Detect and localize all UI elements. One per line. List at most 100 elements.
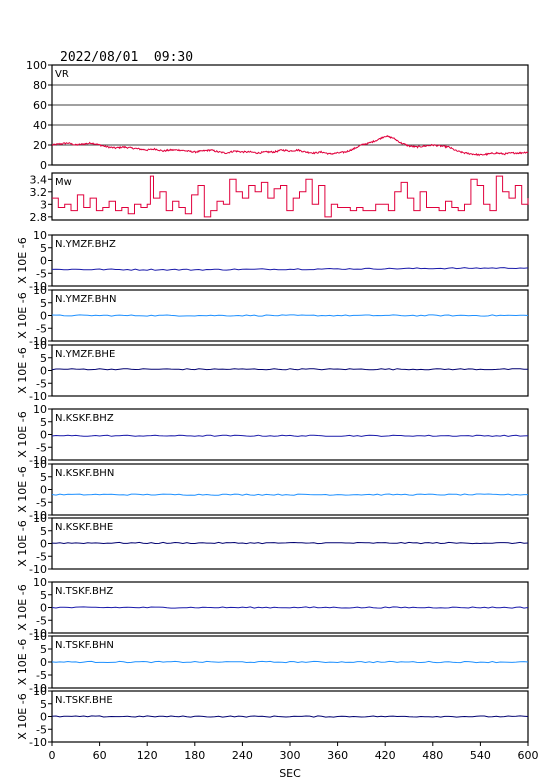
y-tick-label: 60 — [33, 99, 47, 112]
series-line — [51, 134, 529, 157]
y-tick-label: -5 — [36, 669, 47, 682]
chart-title: 2022/08/01 09:30 — [60, 50, 194, 65]
y-tick-label: -10 — [29, 509, 47, 522]
y-tick-label: -10 — [29, 563, 47, 576]
y-axis-label: X 10E -6 — [16, 411, 29, 457]
y-tick-label: 0 — [40, 538, 47, 551]
x-tick-label: 240 — [232, 749, 253, 762]
panel-label: N.TSKF.BHE — [55, 695, 113, 706]
y-tick-label: -5 — [36, 267, 47, 280]
y-tick-label: 0 — [40, 602, 47, 615]
x-tick-label: 600 — [518, 749, 539, 762]
y-tick-label: 5 — [40, 525, 47, 538]
series-line — [52, 175, 529, 218]
x-tick-label: 360 — [327, 749, 348, 762]
panel-frame — [51, 172, 529, 221]
panel-frame — [51, 344, 529, 397]
x-tick-label: 60 — [93, 749, 107, 762]
y-tick-label: 0 — [40, 429, 47, 442]
y-tick-label: 10 — [33, 576, 47, 589]
y-tick-label: 2.8 — [30, 211, 48, 224]
x-tick-label: 0 — [49, 749, 56, 762]
y-tick-label: -10 — [29, 454, 47, 467]
y-tick-label: 10 — [33, 458, 47, 471]
y-tick-label: 0 — [40, 310, 47, 323]
y-tick-label: 10 — [33, 512, 47, 525]
panel-label: VR — [55, 69, 69, 80]
series-line — [51, 314, 529, 317]
y-tick-label: 0 — [40, 484, 47, 497]
y-tick-label: 100 — [26, 59, 47, 72]
series-line — [51, 715, 529, 718]
y-tick-label: 10 — [33, 339, 47, 352]
series-line — [51, 541, 529, 545]
y-tick-label: 20 — [33, 139, 47, 152]
series-line — [51, 606, 529, 609]
y-tick-label: 10 — [33, 284, 47, 297]
y-axis-label: X 10E -6 — [16, 292, 29, 338]
y-tick-label: 3.4 — [30, 173, 48, 186]
panel-frame — [51, 408, 529, 461]
y-axis-label: X 10E -6 — [16, 347, 29, 393]
y-tick-label: -5 — [36, 377, 47, 390]
y-tick-label: 0 — [40, 656, 47, 669]
panel-label: N.KSKF.BHE — [55, 522, 113, 533]
y-tick-label: 10 — [33, 229, 47, 242]
y-axis-label: X 10E -6 — [16, 639, 29, 685]
panel-label: N.YMZF.BHN — [55, 294, 116, 305]
panel-label: N.YMZF.BHZ — [55, 239, 116, 250]
y-tick-label: 10 — [33, 630, 47, 643]
y-tick-label: 5 — [40, 471, 47, 484]
y-tick-label: -10 — [29, 627, 47, 640]
y-tick-label: -5 — [36, 614, 47, 627]
y-tick-label: 0 — [40, 159, 47, 172]
x-tick-label: 180 — [184, 749, 205, 762]
y-axis-label: X 10E -6 — [16, 520, 29, 566]
y-axis-label: X 10E -6 — [16, 693, 29, 739]
y-tick-label: 3 — [40, 198, 47, 211]
panel-frame — [51, 64, 529, 166]
y-tick-label: -10 — [29, 682, 47, 695]
y-tick-label: -10 — [29, 335, 47, 348]
panel-label: N.KSKF.BHN — [55, 468, 114, 479]
y-tick-label: 5 — [40, 242, 47, 255]
y-tick-label: 5 — [40, 698, 47, 711]
series-line — [51, 660, 529, 664]
series-line — [51, 434, 529, 437]
y-tick-label: -5 — [36, 723, 47, 736]
y-tick-label: -5 — [36, 496, 47, 509]
y-tick-label: 0 — [40, 255, 47, 268]
x-axis-label: SEC — [279, 767, 301, 780]
series-line — [51, 267, 529, 271]
series-line — [51, 368, 529, 371]
y-tick-label: -5 — [36, 441, 47, 454]
y-tick-label: -10 — [29, 390, 47, 403]
y-tick-label: 5 — [40, 416, 47, 429]
x-tick-label: 120 — [137, 749, 158, 762]
y-tick-label: -10 — [29, 736, 47, 749]
panel-label: N.TSKF.BHN — [55, 640, 114, 651]
y-tick-label: 10 — [33, 403, 47, 416]
x-tick-label: 540 — [470, 749, 491, 762]
y-tick-label: 5 — [40, 297, 47, 310]
x-tick-label: 480 — [422, 749, 443, 762]
y-tick-label: 5 — [40, 589, 47, 602]
panel-frame — [51, 234, 529, 287]
y-tick-label: -5 — [36, 322, 47, 335]
panel-label: N.YMZF.BHE — [55, 349, 115, 360]
x-tick-label: 300 — [280, 749, 301, 762]
y-tick-label: 0 — [40, 365, 47, 378]
y-axis-label: X 10E -6 — [16, 584, 29, 630]
y-tick-label: 5 — [40, 643, 47, 656]
y-tick-label: 80 — [33, 79, 47, 92]
series-line — [51, 493, 528, 496]
x-tick-label: 420 — [375, 749, 396, 762]
panel-label: N.TSKF.BHZ — [55, 586, 113, 597]
y-tick-label: -10 — [29, 280, 47, 293]
y-axis-label: X 10E -6 — [16, 237, 29, 283]
y-tick-label: 10 — [33, 685, 47, 698]
panel-frame — [51, 463, 529, 516]
y-axis-label: X 10E -6 — [16, 466, 29, 512]
y-tick-label: 5 — [40, 352, 47, 365]
